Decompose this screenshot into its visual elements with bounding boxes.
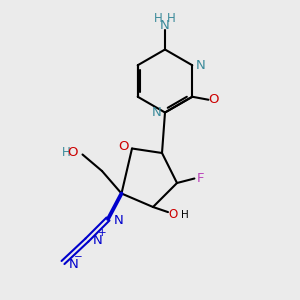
Text: +: + (98, 228, 106, 239)
Text: H: H (154, 12, 163, 25)
Text: N: N (114, 214, 124, 227)
Text: O: O (208, 93, 219, 106)
Text: O: O (118, 140, 128, 154)
Text: N: N (93, 234, 103, 247)
Text: O: O (68, 146, 78, 159)
Text: O: O (169, 208, 178, 221)
Text: H: H (167, 12, 176, 25)
Text: F: F (197, 172, 205, 185)
Text: −: − (74, 252, 82, 262)
Text: N: N (160, 19, 170, 32)
Text: N: N (196, 59, 206, 72)
Text: H: H (62, 146, 71, 159)
Text: N: N (69, 257, 79, 271)
Text: N: N (152, 106, 161, 119)
Text: H: H (181, 209, 189, 220)
